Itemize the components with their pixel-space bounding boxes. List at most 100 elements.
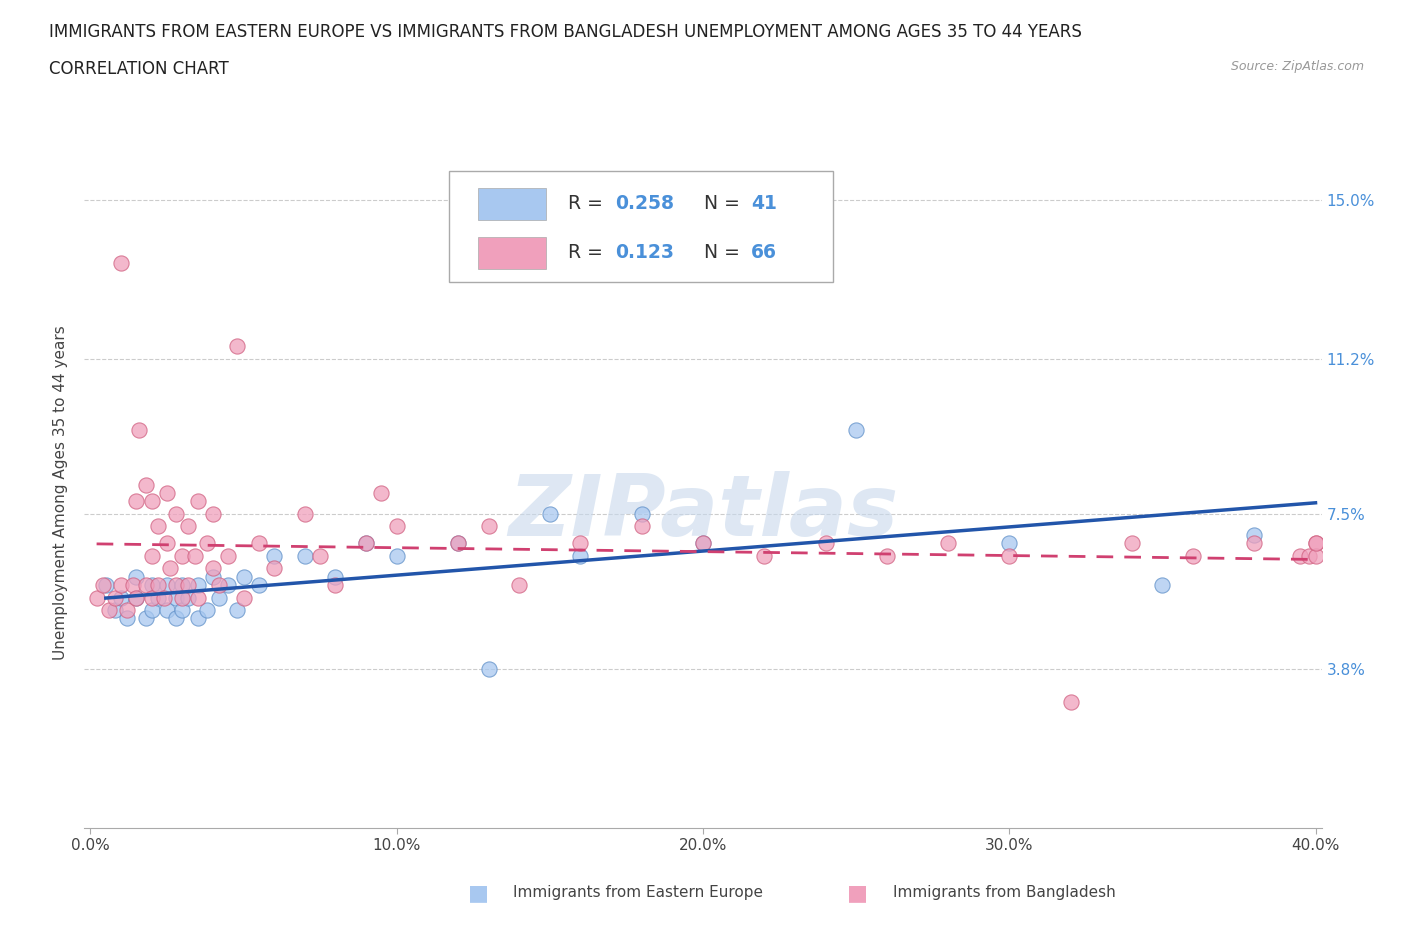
Point <box>195 536 218 551</box>
Point <box>630 519 652 534</box>
Point <box>1243 527 1265 542</box>
Point <box>125 494 148 509</box>
Point <box>478 661 501 676</box>
Point <box>936 536 959 551</box>
Text: ■: ■ <box>468 883 488 903</box>
Point <box>146 578 169 592</box>
Point <box>385 548 408 563</box>
Text: Source: ZipAtlas.com: Source: ZipAtlas.com <box>1230 60 1364 73</box>
Point <box>165 578 187 592</box>
Point <box>135 578 157 592</box>
Point <box>1243 536 1265 551</box>
Point <box>159 561 181 576</box>
Point <box>86 591 108 605</box>
Text: Immigrants from Bangladesh: Immigrants from Bangladesh <box>893 885 1115 900</box>
Point <box>309 548 332 563</box>
Point <box>187 611 209 626</box>
Point <box>263 561 285 576</box>
Point <box>478 519 501 534</box>
Point <box>447 536 470 551</box>
Point <box>94 578 117 592</box>
Point <box>110 256 132 271</box>
Point <box>294 548 316 563</box>
Point <box>195 603 218 618</box>
FancyBboxPatch shape <box>478 188 546 220</box>
Point <box>156 578 179 592</box>
Point <box>201 506 224 521</box>
Point <box>135 611 157 626</box>
Point <box>1305 548 1327 563</box>
Point <box>187 494 209 509</box>
Point <box>201 569 224 584</box>
Point <box>325 578 347 592</box>
Point <box>104 591 127 605</box>
Point <box>538 506 561 521</box>
Point <box>569 548 592 563</box>
Point <box>187 578 209 592</box>
Point <box>172 603 194 618</box>
Point <box>135 477 157 492</box>
Point <box>125 591 148 605</box>
Point <box>177 578 200 592</box>
Point <box>508 578 530 592</box>
Text: ■: ■ <box>848 883 868 903</box>
Point <box>125 569 148 584</box>
Text: R =: R = <box>568 243 609 262</box>
Point <box>998 548 1021 563</box>
Text: 0.258: 0.258 <box>616 194 673 213</box>
Point <box>232 591 254 605</box>
Point <box>177 591 200 605</box>
Point <box>141 578 163 592</box>
Point <box>172 548 194 563</box>
Point <box>91 578 114 592</box>
Point <box>187 591 209 605</box>
Point <box>294 506 316 521</box>
Point <box>115 603 138 618</box>
Point <box>104 603 127 618</box>
Point <box>569 536 592 551</box>
Point <box>201 561 224 576</box>
Point <box>165 506 187 521</box>
Point <box>1182 548 1205 563</box>
Point <box>208 591 231 605</box>
Point <box>754 548 776 563</box>
Point <box>172 591 194 605</box>
Point <box>876 548 898 563</box>
Point <box>385 519 408 534</box>
Point <box>172 578 194 592</box>
FancyBboxPatch shape <box>478 236 546 269</box>
Point <box>156 485 179 500</box>
Point <box>226 339 249 353</box>
Point <box>141 603 163 618</box>
Point <box>814 536 837 551</box>
Point <box>247 578 270 592</box>
Point <box>630 506 652 521</box>
Point <box>692 536 714 551</box>
Point <box>1305 536 1327 551</box>
Point <box>97 603 120 618</box>
Point <box>128 422 150 438</box>
Point <box>247 536 270 551</box>
Point <box>692 536 714 551</box>
Point <box>354 536 377 551</box>
Point <box>845 422 868 438</box>
Point <box>370 485 392 500</box>
Point <box>156 536 179 551</box>
Text: ZIPatlas: ZIPatlas <box>508 472 898 554</box>
FancyBboxPatch shape <box>450 171 832 282</box>
Point <box>217 548 239 563</box>
Text: 66: 66 <box>751 243 778 262</box>
Text: 0.123: 0.123 <box>616 243 673 262</box>
Point <box>110 591 132 605</box>
Point <box>146 519 169 534</box>
Point <box>208 578 231 592</box>
Point <box>146 591 169 605</box>
Point <box>1121 536 1143 551</box>
Text: CORRELATION CHART: CORRELATION CHART <box>49 60 229 78</box>
Point <box>263 548 285 563</box>
Point <box>1305 536 1327 551</box>
Point <box>226 603 249 618</box>
Point <box>122 578 145 592</box>
Text: 41: 41 <box>751 194 778 213</box>
Text: Immigrants from Eastern Europe: Immigrants from Eastern Europe <box>513 885 763 900</box>
